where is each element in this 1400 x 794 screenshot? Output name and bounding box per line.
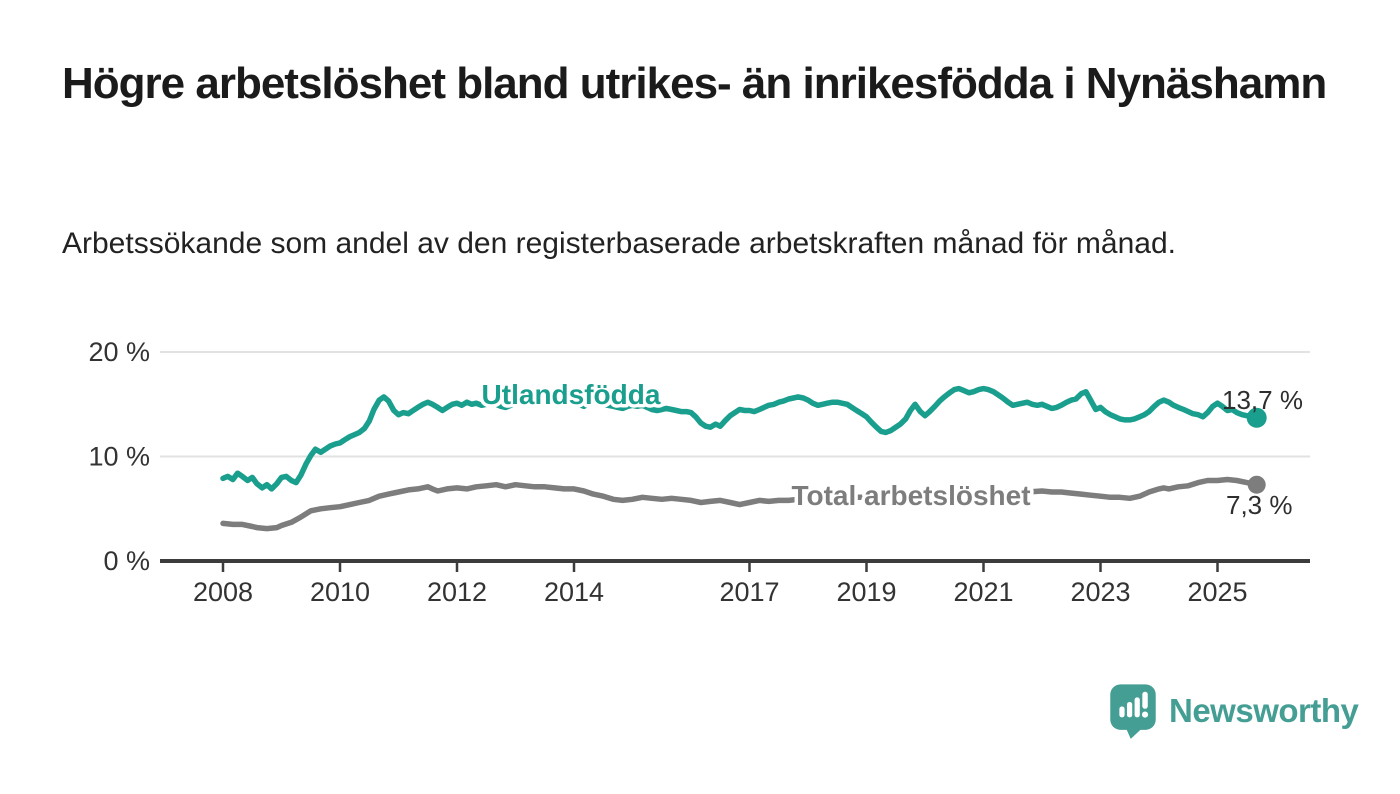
x-tick-label: 2019	[836, 577, 896, 607]
y-tick-label: 0 %	[103, 546, 150, 576]
newsworthy-logo-icon	[1110, 684, 1156, 739]
chart-subtitle: Arbetssökande som andel av den registerb…	[62, 227, 1176, 260]
newsworthy-logo: Newsworthy	[1108, 682, 1359, 739]
line-chart: 0 % 10 % 20 % 2008 2010 2012 2014 2017 2019 2021 2…	[88, 337, 1310, 607]
chart-title: Högre arbetslöshet bland utrikes- än inr…	[62, 59, 1327, 108]
x-tick-label: 2017	[719, 577, 779, 607]
x-tick-label: 2008	[193, 577, 253, 607]
y-tick-label: 20 %	[88, 337, 150, 367]
x-tick-label: 2010	[310, 577, 370, 607]
series-label-utlandsfodda: Utlandsfödda	[482, 379, 661, 410]
x-tick-label: 2012	[427, 577, 487, 607]
series-end-value-utlandsfodda: 13,7 %	[1222, 385, 1303, 415]
series-end-value-total: 7,3 %	[1226, 490, 1293, 520]
series-label-total: Total arbetslöshet	[791, 480, 1030, 511]
newsworthy-logo-text: Newsworthy	[1169, 691, 1359, 729]
x-tick-label: 2021	[953, 577, 1013, 607]
series-line-total	[220, 476, 1260, 532]
series-end-dot-total	[1247, 475, 1266, 494]
x-tick-label: 2014	[544, 577, 604, 607]
series-line-utlandsfodda	[220, 385, 1260, 492]
x-tick-label: 2023	[1070, 577, 1130, 607]
y-tick-label: 10 %	[88, 442, 150, 472]
series-end-dot-utlandsfodda	[1246, 407, 1267, 428]
x-tick-label: 2025	[1187, 577, 1247, 607]
